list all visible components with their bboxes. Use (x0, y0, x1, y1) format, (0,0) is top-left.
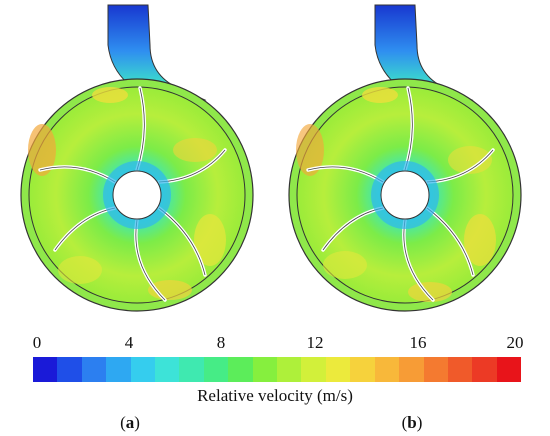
panel-label-a: (a) (120, 413, 140, 433)
colorbar-swatch (472, 357, 497, 382)
colorbar-tick-0: 0 (32, 333, 42, 352)
colorbar-tick-8: 8 (216, 333, 226, 352)
colorbar-swatch (301, 357, 326, 382)
high-velocity-zone (323, 251, 367, 279)
colorbar-swatch (277, 357, 302, 382)
high-velocity-zone (58, 256, 102, 284)
panel-label-letter: a (125, 413, 135, 432)
high-velocity-zone (296, 124, 324, 176)
colorbar-swatch (33, 357, 58, 382)
impeller-hub (112, 170, 162, 220)
impeller-panel-b (288, 4, 522, 312)
impeller-hub (380, 170, 430, 220)
colorbar-swatch (350, 357, 375, 382)
high-velocity-zone (28, 124, 56, 176)
high-velocity-zone (92, 87, 128, 103)
high-velocity-zone (173, 138, 217, 162)
high-velocity-zone (194, 214, 226, 266)
impeller-panel-a (20, 4, 254, 312)
panel-label-b: (b) (402, 413, 423, 433)
panel-label-letter: b (407, 413, 417, 432)
panel-label-open: ( (120, 413, 126, 432)
panel-label-close: ) (134, 413, 140, 432)
colorbar-swatch (374, 357, 400, 382)
colorbar-swatch (423, 357, 448, 382)
colorbar-swatch (203, 357, 229, 382)
colorbar-swatch (155, 357, 180, 382)
colorbar-swatch (228, 357, 253, 382)
colorbar-tick-16: 16 (409, 333, 427, 352)
colorbar-swatch (81, 357, 107, 382)
panel-label-close: ) (416, 413, 423, 432)
colorbar-swatch (496, 357, 522, 382)
colorbar-swatch (179, 357, 204, 382)
colorbar-swatch (106, 357, 131, 382)
colorbar-title: Relative velocity (m/s) (197, 386, 353, 405)
colorbar (33, 357, 522, 382)
colorbar-swatch (130, 357, 156, 382)
colorbar-tick-12: 12 (306, 333, 324, 352)
colorbar-swatch (447, 357, 473, 382)
colorbar-tick-4: 4 (124, 333, 134, 352)
panel-label-open: ( (401, 413, 408, 432)
high-velocity-zone (448, 146, 492, 174)
high-velocity-zone (362, 87, 398, 103)
colorbar-tick-20: 20 (506, 333, 524, 352)
high-velocity-zone (408, 282, 452, 302)
colorbar-swatch (325, 357, 351, 382)
colorbar-swatch (399, 357, 424, 382)
colorbar-swatch (57, 357, 82, 382)
high-velocity-zone (464, 214, 496, 266)
colorbar-swatch (252, 357, 278, 382)
